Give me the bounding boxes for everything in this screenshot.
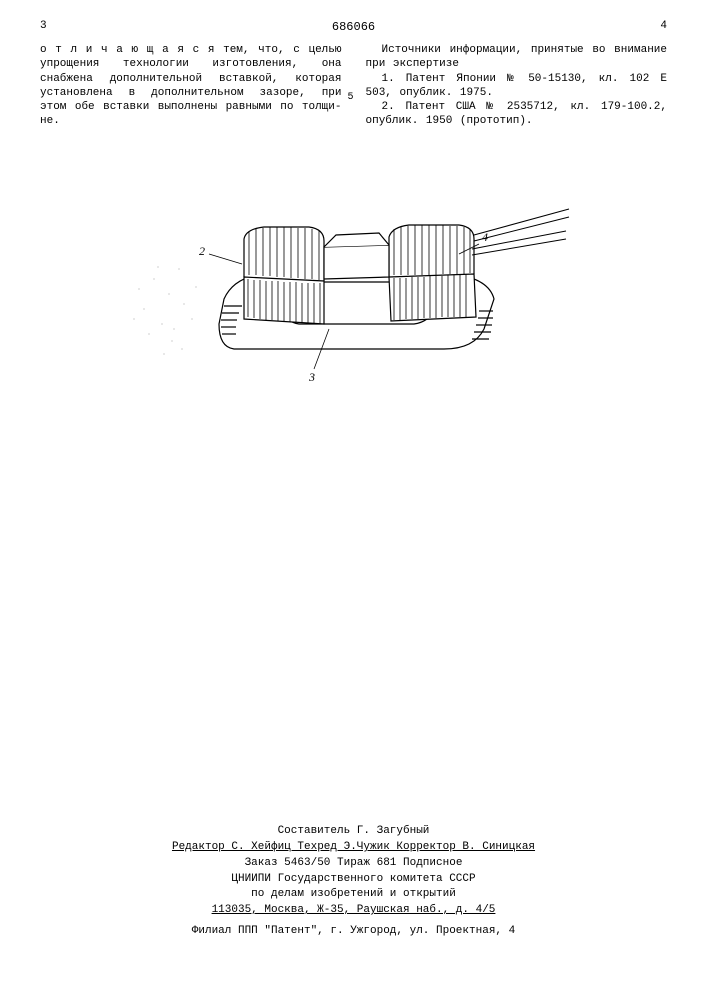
sources-heading: Источники информации, принятые во вниман… <box>366 43 668 72</box>
source-item-1: 1. Патент Японии № 50-15130, кл. 102 Е 5… <box>366 72 668 101</box>
document-number: 686066 <box>70 20 637 35</box>
order-line: Заказ 5463/50 Тираж 681 Подписное <box>40 856 667 871</box>
left-column-paragraph: о т л и ч а ю щ а я с я тем, что, с цель… <box>40 43 342 129</box>
imprint-footer: Составитель Г. Загубный Редактор С. Хейф… <box>40 823 667 940</box>
org-line-1: ЦНИИПИ Государственного комитета СССР <box>40 872 667 887</box>
editor-line: Редактор С. Хейфиц Техред Э.Чужик Коррек… <box>40 840 667 855</box>
figure-label-4: 4 <box>482 230 488 244</box>
figure-label-3: 3 <box>308 370 315 384</box>
page-number-left: 3 <box>40 20 70 34</box>
right-text-column: 5 Источники информации, принятые во вним… <box>366 43 668 129</box>
line-number-mark: 5 <box>348 91 354 104</box>
address-line: 113035, Москва, Ж-35, Раушская наб., д. … <box>40 903 667 918</box>
org-line-2: по делам изобретений и открытий <box>40 887 667 902</box>
figure-label-2: 2 <box>199 244 205 258</box>
source-item-2: 2. Патент США № 2535712, кл. 179-100.2, … <box>366 100 668 129</box>
left-text-column: о т л и ч а ю щ а я с я тем, что, с цель… <box>40 43 342 129</box>
page-number-right: 4 <box>637 20 667 34</box>
compiler-line: Составитель Г. Загубный <box>40 824 667 839</box>
branch-line: Филиал ППП "Патент", г. Ужгород, ул. Про… <box>40 924 667 939</box>
technical-figure: 2 3 4 <box>40 169 667 449</box>
transformer-core-illustration: 2 3 4 <box>114 169 594 429</box>
